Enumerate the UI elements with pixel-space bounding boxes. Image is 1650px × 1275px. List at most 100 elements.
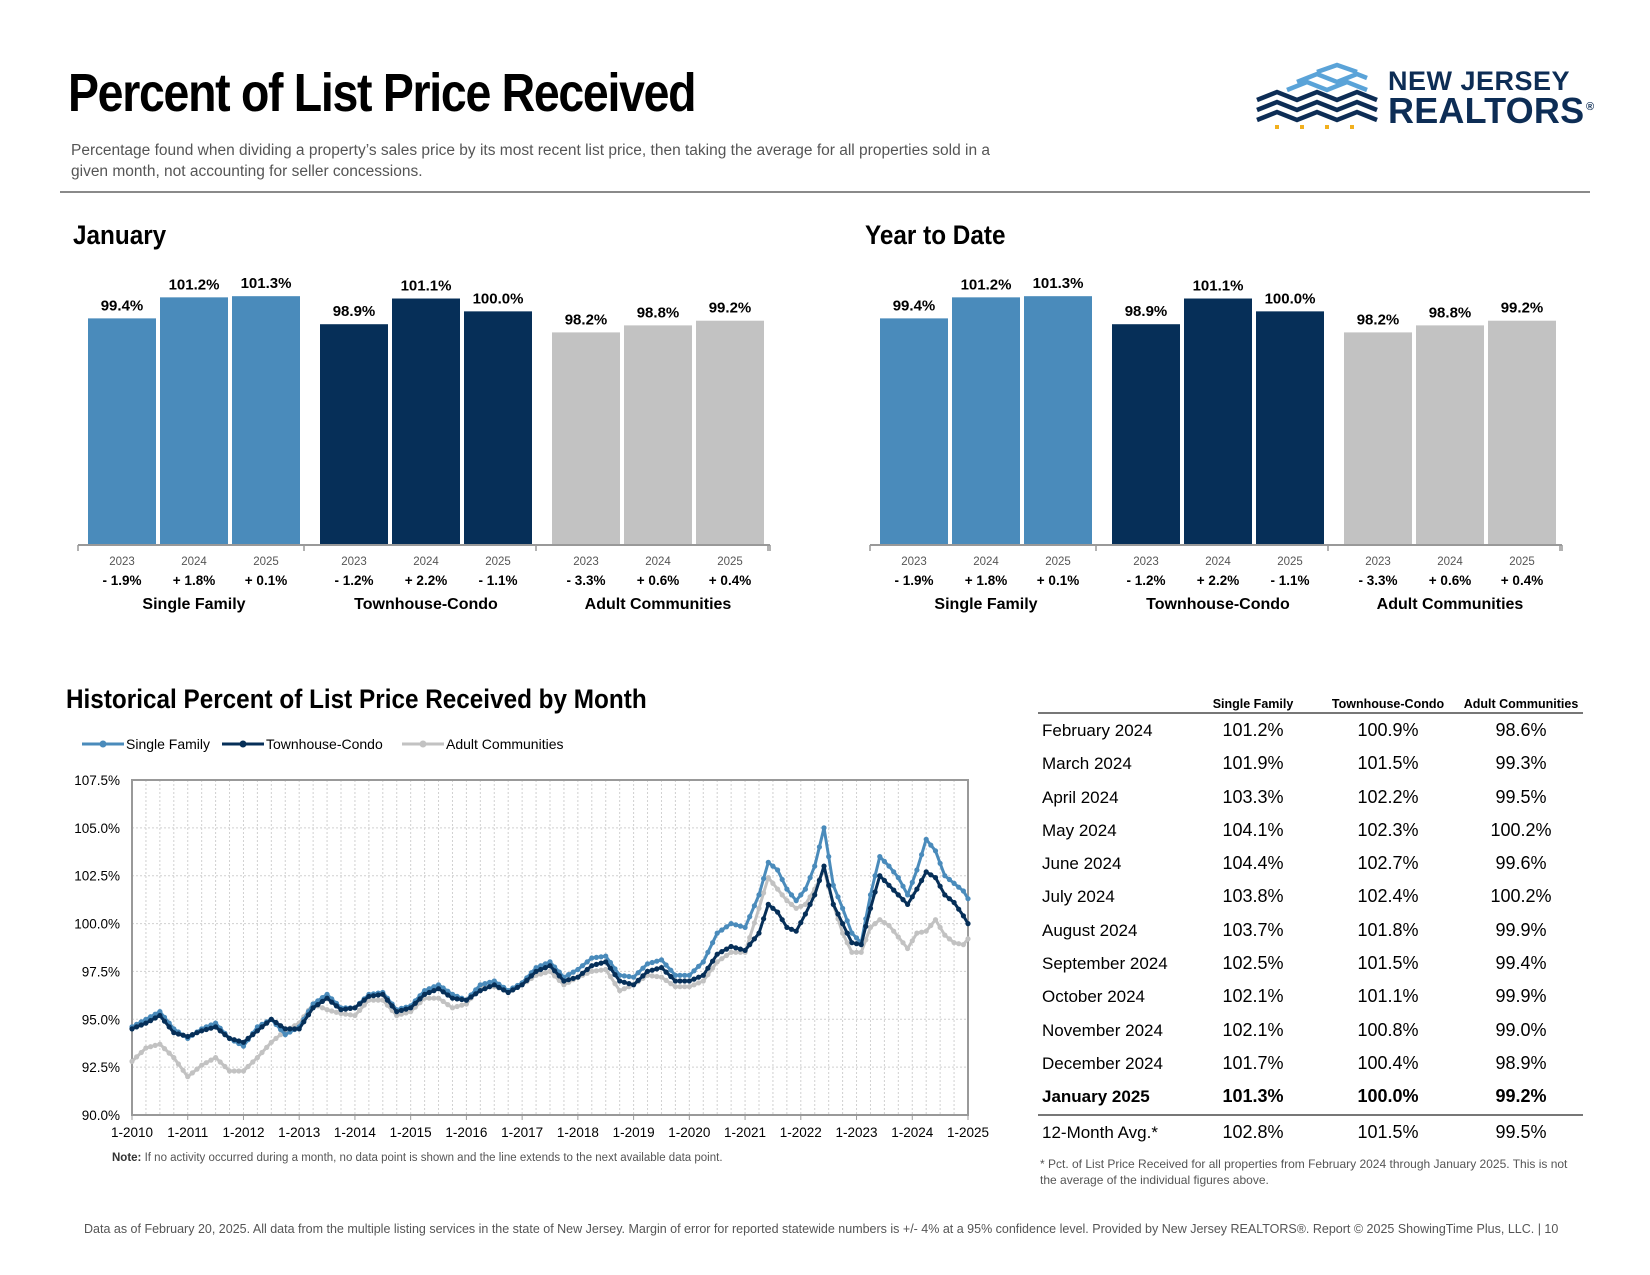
bar-change-label: - 1.2% — [334, 573, 373, 588]
data-point — [189, 1032, 195, 1038]
table-cell-value: 103.3% — [1222, 786, 1284, 807]
data-point — [863, 937, 869, 943]
data-point — [798, 920, 804, 926]
data-point — [840, 905, 846, 911]
bar-adult-communities-2023 — [552, 332, 620, 545]
data-point — [148, 1014, 154, 1020]
data-point — [696, 963, 702, 969]
data-point — [654, 973, 660, 980]
data-point — [593, 954, 600, 960]
bar-change-label: - 1.9% — [894, 573, 933, 588]
data-point — [171, 1030, 177, 1036]
data-point — [705, 972, 711, 978]
data-point — [951, 940, 957, 946]
data-point — [148, 1018, 154, 1024]
data-point — [668, 967, 674, 973]
table-cell-value: 98.6% — [1495, 720, 1547, 740]
data-point — [696, 980, 702, 986]
data-point — [932, 875, 939, 881]
data-point — [463, 997, 469, 1003]
data-point — [482, 981, 488, 987]
data-point — [254, 1055, 260, 1061]
data-point — [686, 984, 692, 990]
table-cell-value: 102.4% — [1357, 886, 1419, 907]
bar-adult-communities-2024 — [624, 325, 692, 545]
data-point — [361, 1002, 367, 1008]
data-point — [765, 875, 771, 881]
data-point — [733, 945, 739, 951]
table-cell-value: 102.3% — [1357, 819, 1419, 840]
table-cell-value: 100.2% — [1490, 886, 1552, 907]
data-point — [370, 993, 377, 999]
data-point — [853, 935, 860, 941]
data-point — [264, 1020, 270, 1026]
data-point — [603, 953, 609, 959]
data-point — [584, 959, 590, 965]
data-point — [793, 898, 799, 904]
bar-change-label: + 0.4% — [709, 573, 751, 588]
data-point — [900, 897, 906, 903]
bar-year-label: 2024 — [645, 556, 671, 568]
data-point — [454, 1003, 460, 1010]
data-point — [946, 896, 953, 902]
data-point — [417, 996, 423, 1002]
data-point — [784, 898, 790, 904]
data-point — [668, 981, 674, 987]
data-point — [798, 892, 804, 898]
data-point — [524, 977, 530, 983]
x-tick-label: 1-2022 — [780, 1125, 822, 1140]
data-point — [816, 844, 823, 850]
page-title: Percent of List Price Received — [68, 63, 697, 123]
data-point — [719, 927, 725, 933]
bar-adult-communities-2025 — [696, 320, 764, 545]
data-point — [477, 988, 483, 994]
data-point — [914, 886, 920, 892]
data-point — [863, 923, 869, 929]
data-point — [282, 1026, 288, 1032]
bar-year-label: 2025 — [1045, 556, 1071, 568]
bar-year-label: 2023 — [1133, 556, 1159, 568]
data-point — [816, 877, 823, 884]
data-point — [621, 979, 627, 985]
data-point — [240, 1043, 247, 1049]
data-point — [236, 1068, 242, 1074]
table-row: May 2024 104.1% 102.3% 100.2% — [1038, 814, 1583, 847]
table-cell-value: 99.9% — [1495, 986, 1547, 1007]
data-point — [942, 873, 948, 879]
data-point — [960, 913, 967, 919]
data-point — [217, 1028, 223, 1034]
x-tick-label: 1-2016 — [445, 1125, 487, 1140]
data-point — [129, 1026, 135, 1032]
table-cell-value: 101.1% — [1357, 986, 1419, 1007]
data-point — [756, 892, 762, 898]
data-point — [496, 984, 502, 990]
data-point — [761, 876, 767, 882]
data-point — [826, 854, 832, 860]
table-cell-month: May 2024 — [1042, 820, 1117, 840]
data-point — [259, 1024, 265, 1030]
data-point — [361, 997, 367, 1003]
data-point — [779, 876, 785, 883]
data-point — [672, 978, 679, 984]
data-point — [807, 894, 813, 900]
bar-value-label: 101.2% — [169, 276, 220, 293]
table-cell-month: August 2024 — [1042, 920, 1138, 940]
table-cell-value: 100.0% — [1357, 1086, 1419, 1107]
data-point — [621, 973, 627, 979]
table-cell-value: 99.0% — [1495, 1019, 1547, 1040]
historical-line-chart: Single Family Townhouse-Condo Adult Commun… — [74, 736, 989, 1140]
data-point — [682, 972, 688, 978]
data-point — [547, 959, 553, 965]
data-point — [710, 965, 716, 971]
data-point — [426, 989, 432, 996]
data-point — [737, 946, 744, 952]
table-footnote: * Pct. of List Price Received for all pr… — [1040, 1157, 1568, 1187]
data-point — [909, 938, 915, 944]
data-point — [138, 1049, 144, 1056]
table-cell-month: December 2024 — [1042, 1053, 1163, 1073]
data-point — [677, 972, 683, 978]
ytd-chart-title: Year to Date — [865, 220, 1006, 250]
data-point — [956, 906, 962, 912]
table-row: June 2024 104.4% 102.7% 99.6% — [1038, 847, 1583, 880]
data-point — [226, 1035, 233, 1041]
